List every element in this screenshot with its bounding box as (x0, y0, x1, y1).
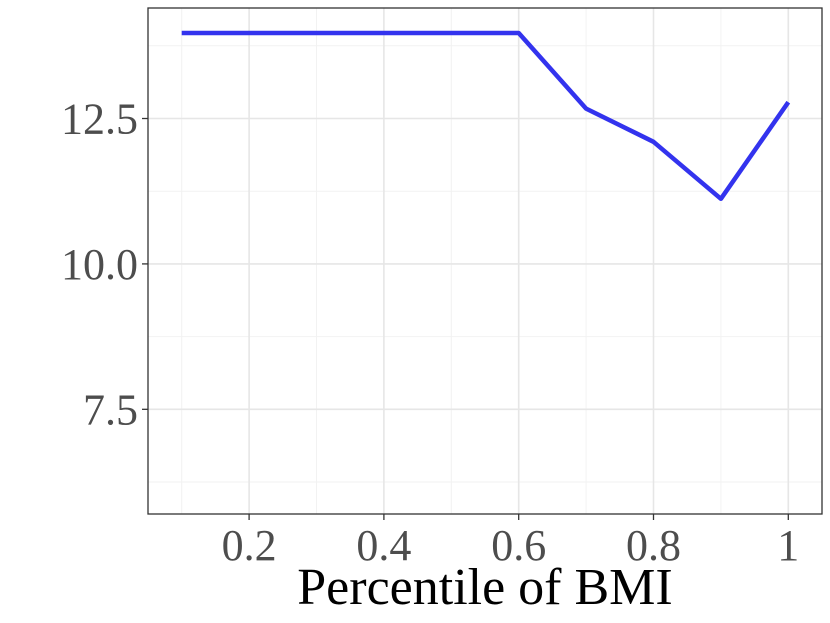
x-tick-label: 0.4 (356, 521, 411, 570)
x-axis-ticks: 0.2 0.4 0.6 0.8 1 (222, 514, 799, 570)
y-tick-label: 12.5 (61, 95, 138, 144)
y-axis-ticks: 7.5 10.0 12.5 (61, 95, 148, 434)
x-tick-label: 0.8 (626, 521, 681, 570)
x-tick-label: 1 (777, 521, 799, 570)
x-tick-label: 0.6 (491, 521, 546, 570)
x-axis-title: Percentile of BMI (297, 559, 672, 616)
major-gridlines (148, 8, 822, 514)
y-tick-label: 7.5 (83, 385, 138, 434)
y-tick-label: 10.0 (61, 240, 138, 289)
series-layer (181, 30, 791, 202)
plot-panel-border (147, 7, 823, 515)
series-line (181, 30, 791, 202)
minor-gridlines (148, 8, 822, 514)
x-tick-label: 0.2 (222, 521, 277, 570)
